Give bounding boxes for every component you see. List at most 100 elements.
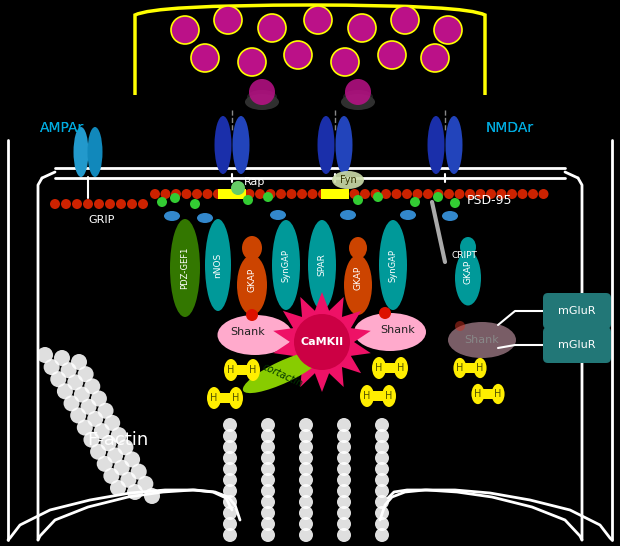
Text: H: H xyxy=(363,391,371,401)
Text: NMDAr: NMDAr xyxy=(486,121,534,135)
Circle shape xyxy=(360,189,370,199)
Circle shape xyxy=(261,473,275,487)
Circle shape xyxy=(444,189,454,199)
Ellipse shape xyxy=(335,116,353,174)
Circle shape xyxy=(261,506,275,520)
Circle shape xyxy=(276,189,286,199)
Circle shape xyxy=(337,429,351,443)
Circle shape xyxy=(261,429,275,443)
Circle shape xyxy=(299,517,313,531)
Circle shape xyxy=(261,528,275,542)
Text: CaMKII: CaMKII xyxy=(301,337,343,347)
Circle shape xyxy=(337,440,351,454)
Circle shape xyxy=(171,189,181,199)
Circle shape xyxy=(454,189,464,199)
Circle shape xyxy=(223,429,237,443)
Circle shape xyxy=(299,484,313,498)
Circle shape xyxy=(294,314,350,370)
Ellipse shape xyxy=(317,116,335,174)
Circle shape xyxy=(223,506,237,520)
Circle shape xyxy=(234,189,244,199)
Circle shape xyxy=(170,193,180,203)
Circle shape xyxy=(486,189,496,199)
Circle shape xyxy=(111,427,127,443)
Circle shape xyxy=(104,468,120,484)
Circle shape xyxy=(391,189,402,199)
Circle shape xyxy=(371,189,381,199)
Circle shape xyxy=(299,528,313,542)
Ellipse shape xyxy=(341,94,375,110)
Circle shape xyxy=(246,309,258,321)
Circle shape xyxy=(68,375,83,390)
Circle shape xyxy=(391,6,419,34)
Text: H: H xyxy=(476,363,484,373)
Circle shape xyxy=(261,484,275,498)
Circle shape xyxy=(375,462,389,476)
Circle shape xyxy=(337,451,351,465)
Circle shape xyxy=(97,456,113,472)
Circle shape xyxy=(223,451,237,465)
Circle shape xyxy=(161,189,171,199)
Ellipse shape xyxy=(382,385,396,407)
Ellipse shape xyxy=(242,236,262,260)
Ellipse shape xyxy=(448,322,516,358)
Bar xyxy=(219,393,231,403)
Ellipse shape xyxy=(243,351,323,393)
Circle shape xyxy=(375,418,389,432)
Circle shape xyxy=(74,387,90,402)
Ellipse shape xyxy=(428,116,445,174)
Ellipse shape xyxy=(332,171,364,189)
Circle shape xyxy=(238,48,266,76)
Circle shape xyxy=(261,495,275,509)
Circle shape xyxy=(223,189,234,199)
Circle shape xyxy=(375,517,389,531)
Ellipse shape xyxy=(372,357,386,379)
Circle shape xyxy=(373,192,383,202)
Circle shape xyxy=(258,14,286,42)
Text: mGluR: mGluR xyxy=(558,306,596,316)
Circle shape xyxy=(337,517,351,531)
FancyBboxPatch shape xyxy=(543,293,611,329)
Circle shape xyxy=(539,189,549,199)
Ellipse shape xyxy=(308,220,336,310)
Circle shape xyxy=(223,517,237,531)
Text: H: H xyxy=(385,391,392,401)
Text: SynGAP: SynGAP xyxy=(389,248,397,282)
Text: mGluR: mGluR xyxy=(558,340,596,350)
Circle shape xyxy=(90,444,106,460)
Ellipse shape xyxy=(272,220,300,310)
Circle shape xyxy=(299,418,313,432)
Circle shape xyxy=(421,44,449,72)
Circle shape xyxy=(284,41,312,69)
Bar xyxy=(464,364,476,372)
Circle shape xyxy=(100,435,117,452)
Circle shape xyxy=(61,362,77,378)
Text: H: H xyxy=(456,363,464,373)
Circle shape xyxy=(286,189,296,199)
Circle shape xyxy=(337,506,351,520)
Circle shape xyxy=(249,79,275,105)
Circle shape xyxy=(304,6,332,34)
Circle shape xyxy=(261,451,275,465)
Ellipse shape xyxy=(224,359,238,381)
Circle shape xyxy=(337,528,351,542)
Circle shape xyxy=(331,48,359,76)
Text: H: H xyxy=(474,389,482,399)
Circle shape xyxy=(379,307,391,319)
Text: nNOS: nNOS xyxy=(213,252,223,277)
Circle shape xyxy=(107,448,123,464)
Circle shape xyxy=(214,6,242,34)
Circle shape xyxy=(223,462,237,476)
Circle shape xyxy=(113,460,130,476)
Circle shape xyxy=(127,484,143,500)
Circle shape xyxy=(63,395,79,411)
Text: H: H xyxy=(232,393,240,403)
Ellipse shape xyxy=(87,127,102,177)
Circle shape xyxy=(116,199,126,209)
Text: Shank: Shank xyxy=(464,335,499,345)
Circle shape xyxy=(497,189,507,199)
Circle shape xyxy=(171,16,199,44)
Ellipse shape xyxy=(344,255,372,315)
Circle shape xyxy=(412,189,422,199)
Circle shape xyxy=(261,462,275,476)
